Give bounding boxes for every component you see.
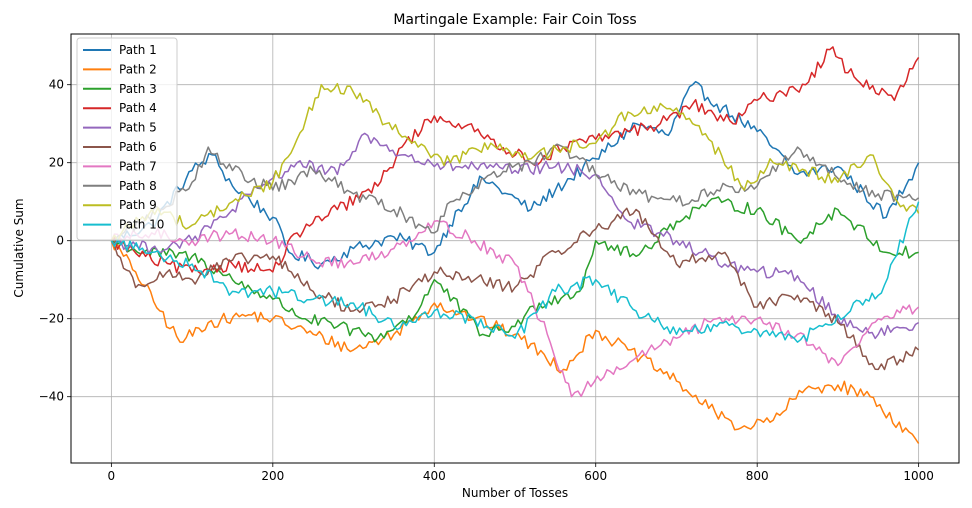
series-line-5 [110,132,919,340]
legend-label: Path 5 [119,121,157,135]
legend-label: Path 2 [119,62,157,76]
series-line-8 [111,143,920,242]
y-tick-label: 0 [56,234,64,248]
x-tick-label: 400 [423,469,446,483]
legend-label: Path 3 [119,82,157,96]
legend-label: Path 6 [119,140,157,154]
y-axis-label: Cumulative Sum [12,198,26,297]
series-line-7 [110,220,920,398]
y-tick-label: −20 [39,312,64,326]
x-tick-label: 1000 [903,469,934,483]
x-tick-label: 0 [108,469,116,483]
y-tick-label: 20 [49,156,64,170]
series-line-9 [110,82,920,242]
series-line-3 [111,196,919,343]
legend-label: Path 9 [119,198,157,212]
plot-frame [70,33,960,464]
x-tick-label: 200 [261,469,284,483]
legend-label: Path 10 [119,218,164,232]
x-tick-label: 800 [746,469,769,483]
y-tick-label: 40 [49,78,64,92]
legend-label: Path 8 [119,179,157,193]
y-tick-label: −40 [39,390,64,404]
legend-label: Path 7 [119,159,157,173]
x-axis: 0 200 400 600 800 1000 [108,463,934,483]
x-axis-label: Number of Tosses [462,486,568,500]
series-line-10 [110,201,920,343]
x-tick-label: 600 [584,469,607,483]
chart-title: Martingale Example: Fair Coin Toss [393,12,636,28]
y-axis: −40 −20 0 20 40 [39,78,71,404]
series-line-6 [110,207,920,371]
legend-label: Path 4 [119,101,157,115]
legend: Path 1 Path 2 Path 3 Path 4 Path 5 Path 6 Path… [76,37,178,241]
grid [71,34,959,463]
legend-label: Path 1 [119,43,157,57]
series-layer [110,46,920,444]
